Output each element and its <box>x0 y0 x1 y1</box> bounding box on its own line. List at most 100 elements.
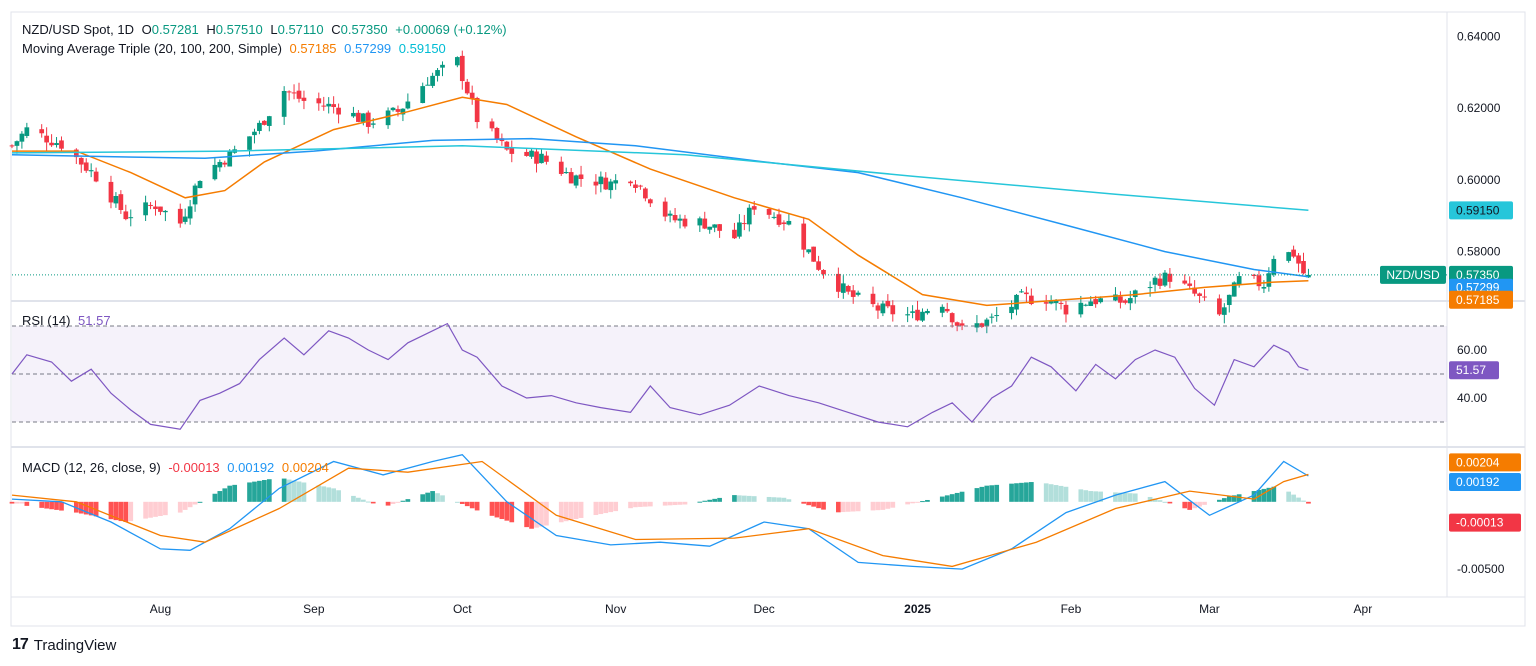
macd-histogram-bar <box>321 486 327 502</box>
candle-body <box>1113 294 1118 301</box>
tradingview-brand[interactable]: 17 TradingView <box>12 636 116 654</box>
macd-histogram-bar <box>712 498 718 502</box>
candle-body <box>88 170 94 172</box>
macd-histogram-bar <box>158 501 163 517</box>
price-tag-label: 0.59150 <box>1456 203 1500 217</box>
candle-body <box>19 133 25 142</box>
macd-histogram-bar <box>628 501 633 509</box>
macd-histogram-bar <box>1053 485 1059 502</box>
candle-body <box>737 222 742 237</box>
candle-body <box>212 164 218 180</box>
candle-body <box>1024 292 1029 295</box>
macd-histogram-bar <box>1014 483 1019 502</box>
macd-histogram-bar <box>1301 500 1306 502</box>
macd-histogram-bar <box>1226 496 1232 502</box>
candle-body <box>153 206 158 210</box>
candle-body <box>163 210 168 213</box>
candle-body <box>336 107 341 115</box>
macd-histogram-bar <box>469 501 475 509</box>
candle-body <box>1261 287 1267 289</box>
price-tag-box <box>1449 290 1513 309</box>
macd-histogram-bar <box>316 485 322 502</box>
macd-histogram-bar <box>939 496 945 502</box>
candle-body <box>598 176 604 185</box>
macd-histogram-bar <box>1271 486 1277 502</box>
candle-body <box>1301 260 1306 274</box>
candle-body <box>54 143 59 146</box>
price-tick-label: 0.60000 <box>1457 173 1501 187</box>
macd-histogram-bar <box>633 501 638 508</box>
macd-histogram-bar <box>1187 501 1193 510</box>
macd-histogram-bar <box>979 486 985 502</box>
macd-histogram-bar <box>247 482 252 502</box>
candle-body <box>1152 277 1158 285</box>
macd-histogram-bar <box>855 501 861 512</box>
candle-body <box>959 323 965 326</box>
candle-body <box>939 306 945 313</box>
time-tick-label: Aug <box>150 602 171 616</box>
macd-histogram-bar <box>286 479 292 502</box>
macd-histogram-bar <box>192 501 198 505</box>
macd-histogram-bar <box>613 501 619 512</box>
macd-histogram-bar <box>954 492 960 502</box>
candle-body <box>459 55 465 82</box>
candle-body <box>1123 300 1128 303</box>
candle-body <box>227 150 233 167</box>
macd-histogram-bar <box>1058 485 1064 502</box>
candle-body <box>593 181 599 186</box>
rsi-line <box>11 322 1309 430</box>
price-tag-box <box>1449 201 1513 220</box>
brand-name: TradingView <box>33 636 117 654</box>
open-label: O <box>141 22 152 37</box>
change-value: +0.00069 (+0.12%) <box>395 22 507 37</box>
candle-body <box>78 157 84 165</box>
candle-body <box>286 91 292 93</box>
macd-histogram-bar <box>801 501 807 504</box>
candle-body <box>1014 294 1019 310</box>
macd-histogram-bar <box>662 501 668 506</box>
candle-body <box>187 206 193 219</box>
candle-body <box>464 81 470 94</box>
candle-body <box>850 290 856 297</box>
price-tick-label: 0.62000 <box>1457 101 1501 115</box>
macd-histogram-bar <box>296 481 302 502</box>
candle-body <box>44 135 49 143</box>
macd-tag-box <box>1449 472 1521 491</box>
macd-histogram-bar <box>252 481 257 502</box>
candle-body <box>301 97 307 101</box>
macd-histogram-bar <box>1221 498 1227 502</box>
time-tick-label: Oct <box>453 602 472 616</box>
candle-body <box>628 181 633 184</box>
candle-body <box>1221 307 1227 315</box>
macd-histogram-bar <box>647 501 653 507</box>
macd-histogram-bar <box>974 488 980 502</box>
macd-histogram-bar <box>385 501 391 506</box>
candle-body <box>1256 275 1262 287</box>
macd-histogram-bar <box>14 501 20 504</box>
candle-body <box>440 64 445 68</box>
macd-histogram-bar <box>717 497 722 502</box>
macd-histogram-bar <box>1028 482 1034 502</box>
macd-histogram-bar <box>143 501 148 519</box>
macd-histogram-bar <box>59 501 64 511</box>
price-tag-label: 0.57185 <box>1456 293 1500 307</box>
macd-histogram-bar <box>425 492 431 502</box>
low-label: L <box>270 22 278 37</box>
high-label: H <box>206 22 216 37</box>
candle-body <box>1058 302 1064 304</box>
rsi-tag-box <box>1449 361 1499 380</box>
candle-body <box>73 149 79 158</box>
candle-body <box>524 151 529 156</box>
macd-histogram-bar <box>598 501 604 515</box>
ma-line-ma200 <box>11 144 1309 212</box>
macd-histogram-bar <box>108 501 114 520</box>
macd-histogram-bar <box>697 501 703 503</box>
candle-body <box>182 216 188 222</box>
macd-histogram-bar <box>360 499 366 502</box>
candle-body <box>944 308 950 312</box>
macd-histogram-bar <box>786 499 792 502</box>
macd-histogram-bar <box>751 496 757 502</box>
candle-body <box>351 112 356 117</box>
candle-body <box>529 150 534 157</box>
